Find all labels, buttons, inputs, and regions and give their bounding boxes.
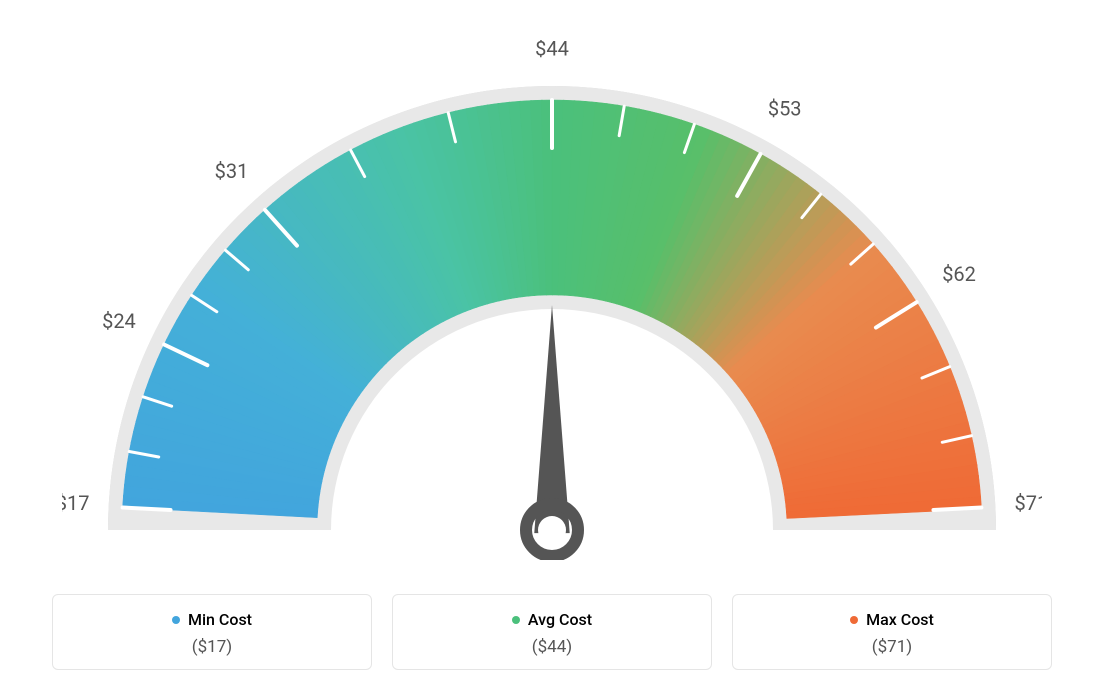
svg-text:$24: $24 xyxy=(102,309,136,333)
legend-avg-label: Avg Cost xyxy=(512,610,592,629)
legend-avg-value: ($44) xyxy=(403,637,701,657)
legend-min-dot xyxy=(172,616,180,624)
legend-max-value: ($71) xyxy=(743,637,1041,657)
legend-max-label-text: Max Cost xyxy=(866,610,934,629)
legend-max-dot xyxy=(850,616,858,624)
legend-max-label: Max Cost xyxy=(850,610,934,629)
svg-text:$62: $62 xyxy=(942,262,976,286)
legend-min-label: Min Cost xyxy=(172,610,252,629)
legend-min-label-text: Min Cost xyxy=(188,610,252,629)
svg-text:$17: $17 xyxy=(62,491,90,515)
legend-max: Max Cost ($71) xyxy=(732,594,1052,671)
svg-text:$44: $44 xyxy=(535,40,569,60)
legend-avg-dot xyxy=(512,616,520,624)
legend-row: Min Cost ($17) Avg Cost ($44) Max Cost (… xyxy=(52,594,1052,671)
legend-min-value: ($17) xyxy=(63,637,361,657)
svg-text:$53: $53 xyxy=(768,96,802,120)
legend-avg-label-text: Avg Cost xyxy=(528,610,592,629)
svg-text:$31: $31 xyxy=(215,159,249,183)
legend-min: Min Cost ($17) xyxy=(52,594,372,671)
legend-avg: Avg Cost ($44) xyxy=(392,594,712,671)
cost-gauge: $17 $24 $31 $44 $53 $62 $71 xyxy=(62,40,1042,560)
svg-text:$71: $71 xyxy=(1014,491,1042,515)
gauge-svg: $17 $24 $31 $44 $53 $62 $71 xyxy=(62,40,1042,560)
